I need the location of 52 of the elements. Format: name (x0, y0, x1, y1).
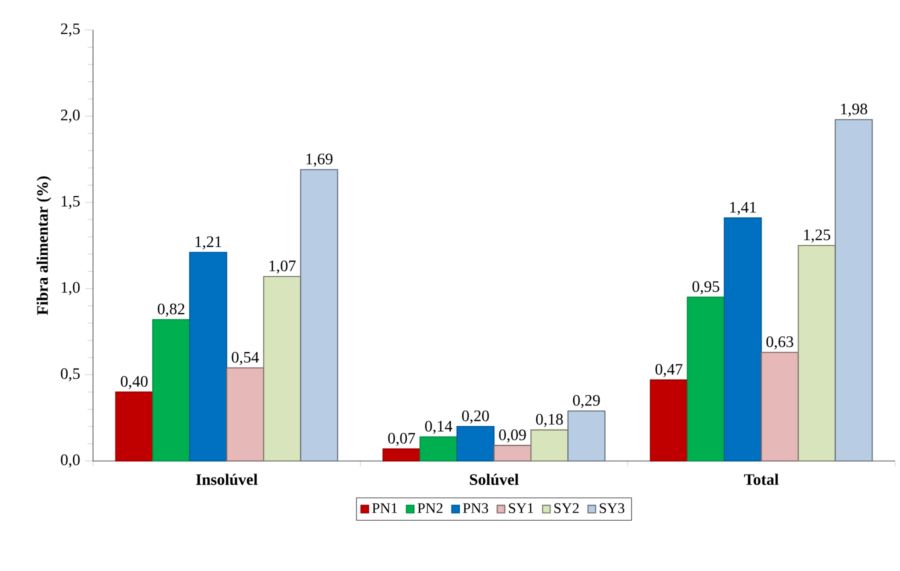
data-label: 1,98 (841, 104, 868, 117)
x-tick-label: Insolúvel (196, 474, 258, 485)
y-tick-label: 0,0 (60, 454, 80, 468)
data-label: 1,69 (306, 154, 332, 167)
x-tick-label: Solúvel (470, 474, 519, 485)
bar (650, 379, 688, 462)
data-label: 0,14 (425, 420, 452, 434)
data-label: 1,41 (730, 202, 756, 215)
data-label: 0,18 (536, 414, 563, 428)
data-label: 1,07 (270, 260, 296, 274)
bar (834, 119, 873, 462)
bar (760, 352, 799, 462)
bar (456, 426, 495, 462)
data-label: 0,09 (499, 429, 526, 443)
x-tick-label: Total (744, 474, 779, 485)
bar (189, 252, 228, 462)
data-label: 0,29 (573, 394, 600, 408)
bar (493, 444, 532, 462)
bar (420, 436, 458, 462)
y-tick-label: 0,5 (60, 368, 80, 382)
bar (382, 448, 421, 462)
legend-label: PN2 (418, 503, 442, 513)
legend-label: SY3 (600, 503, 624, 514)
bar (567, 410, 606, 462)
bar (152, 319, 190, 462)
data-label: 0,40 (120, 376, 148, 390)
bar (115, 391, 154, 462)
y-tick-label: 2,0 (61, 110, 80, 123)
data-label: 1,21 (196, 236, 222, 250)
y-tick-label: 1,5 (62, 196, 80, 209)
bar (300, 169, 338, 462)
data-label: 0,54 (232, 352, 259, 365)
y-tick-label: 1,0 (62, 282, 80, 296)
data-label: 0,63 (766, 336, 794, 350)
data-label: 0,07 (388, 432, 416, 446)
bar (226, 367, 264, 462)
data-label: 0,20 (462, 410, 489, 424)
bar (686, 296, 725, 462)
bar (798, 244, 836, 462)
data-label: 1,25 (804, 229, 830, 243)
data-label: 0,95 (692, 281, 720, 294)
y-axis-title: Fibra alimentar (%) (36, 176, 52, 315)
bar (530, 429, 568, 462)
bar (263, 276, 302, 462)
legend-label: SY1 (508, 503, 534, 514)
legend-label: PN3 (463, 503, 488, 514)
legend-label: SY2 (554, 503, 579, 514)
legend-label: PN1 (372, 503, 397, 513)
data-label: 0,47 (655, 364, 682, 378)
data-label: 0,82 (158, 304, 184, 317)
y-tick-label: 2,5 (61, 23, 80, 37)
bar (724, 217, 762, 462)
